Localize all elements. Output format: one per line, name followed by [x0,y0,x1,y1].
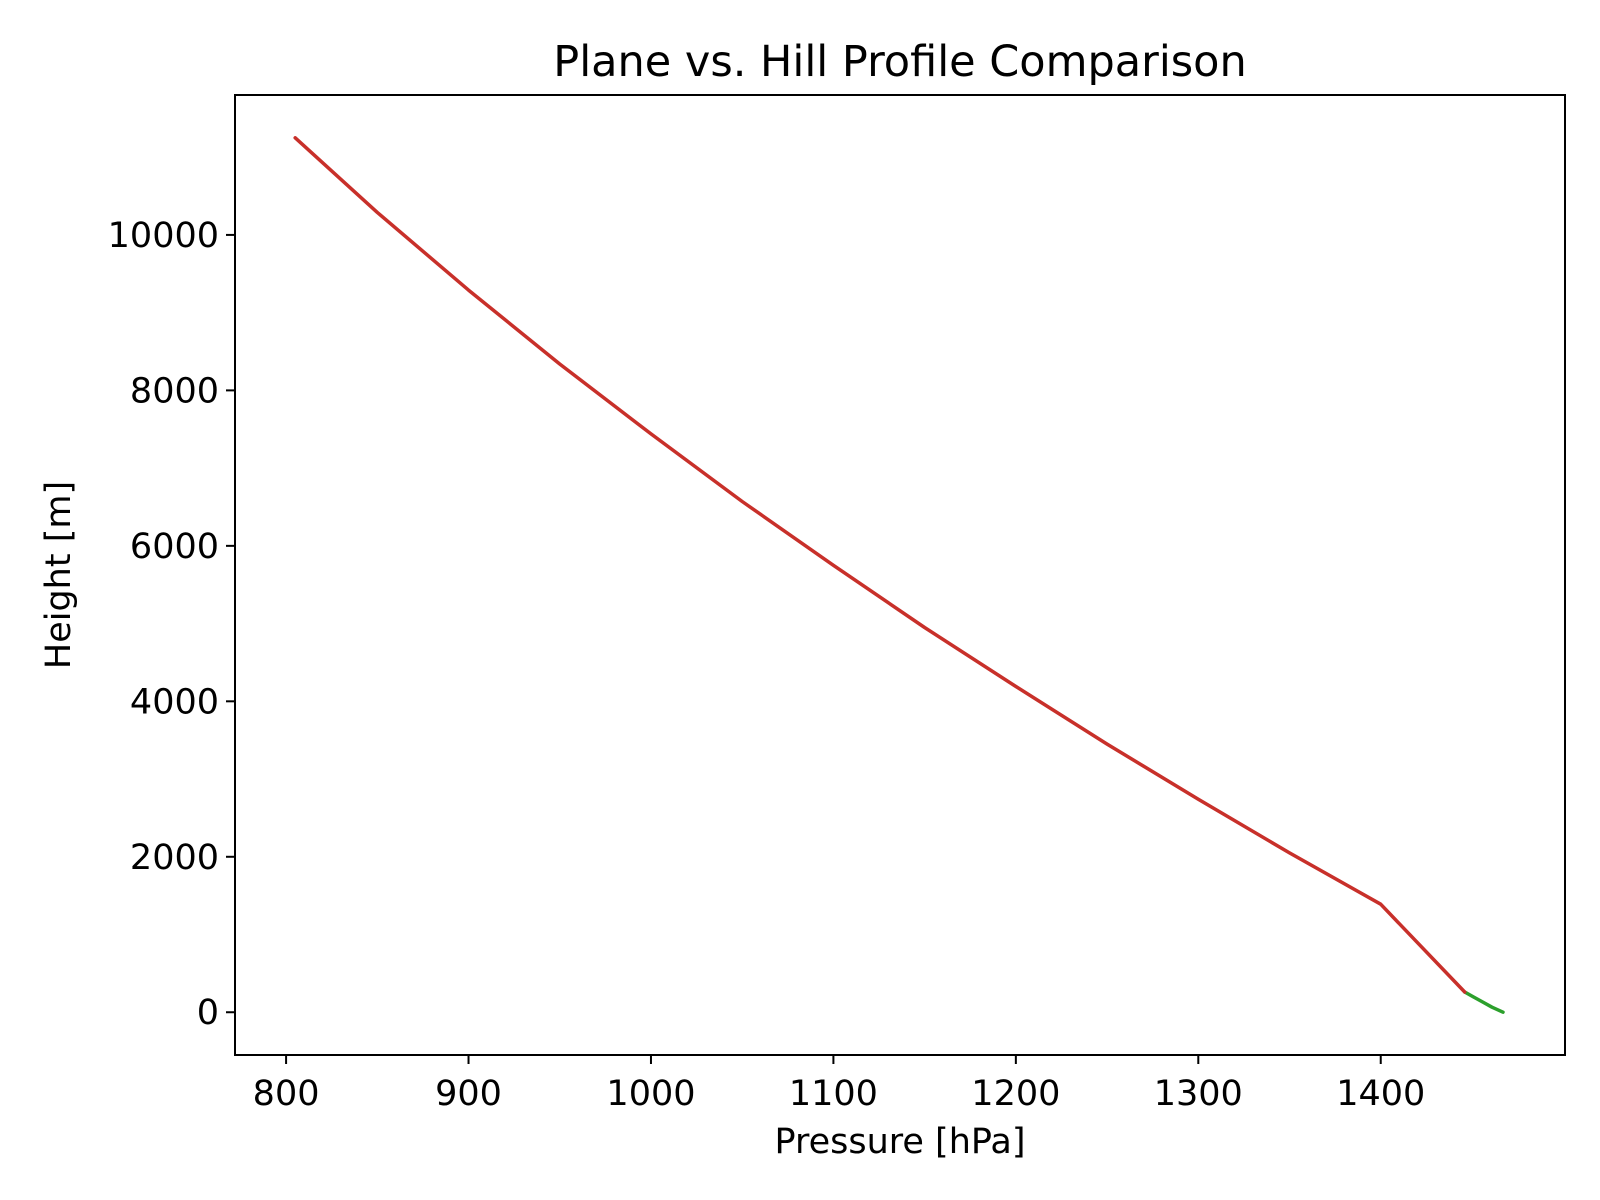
x-axis: 800 900 1000 1100 1200 1300 1400 [253,1055,1425,1114]
x-tick-label: 800 [253,1074,320,1114]
y-tick-label: 2000 [130,838,219,878]
x-tick-label: 1100 [789,1074,878,1114]
x-axis-label: Pressure [hPa] [774,1122,1025,1162]
plot-frame [234,94,1566,1056]
y-tick-label: 6000 [130,527,219,567]
series-line-1 [293,136,1467,994]
y-tick-label: 4000 [130,682,219,722]
x-tick-label: 1400 [1336,1074,1425,1114]
y-tick-label: 0 [197,993,219,1033]
y-axis: 0 2000 4000 6000 8000 10000 [108,216,235,1033]
y-axis-label: Height [m] [39,481,79,669]
y-tick-label: 10000 [108,216,219,256]
y-tick-label: 8000 [130,371,219,411]
x-tick-label: 1300 [1154,1074,1243,1114]
chart-title: Plane vs. Hill Profile Comparison [553,37,1246,87]
x-tick-label: 1200 [971,1074,1060,1114]
series-layer [293,136,1505,1014]
x-tick-label: 1000 [606,1074,695,1114]
series-line-0 [1462,990,1505,1014]
x-tick-label: 900 [435,1074,502,1114]
